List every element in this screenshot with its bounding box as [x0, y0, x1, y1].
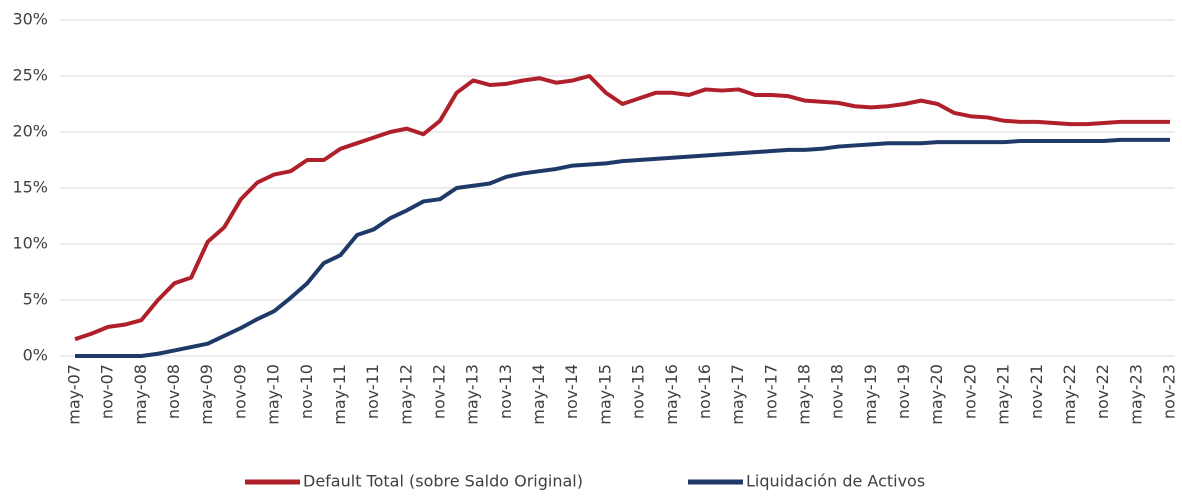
x-tick-label: may-11: [330, 364, 349, 425]
x-tick-label: nov-10: [297, 364, 316, 419]
y-tick-label: 25%: [12, 66, 48, 85]
x-tick-label: nov-09: [230, 364, 249, 419]
x-tick-label: may-16: [662, 364, 681, 425]
x-tick-label: nov-20: [960, 364, 979, 419]
x-tick-label: nov-17: [761, 364, 780, 419]
x-tick-label: may-07: [65, 364, 84, 425]
x-tick-label: may-21: [994, 364, 1013, 425]
legend-label: Default Total (sobre Saldo Original): [303, 472, 583, 491]
y-tick-label: 0%: [23, 346, 48, 365]
x-tick-label: nov-08: [164, 364, 183, 419]
x-tick-label: nov-23: [1160, 364, 1179, 419]
x-tick-label: nov-15: [629, 364, 648, 419]
x-tick-label: may-09: [197, 364, 216, 425]
x-tick-label: nov-11: [363, 364, 382, 419]
data-line: [75, 137, 1170, 358]
x-tick-label: may-19: [861, 364, 880, 425]
x-tick-label: may-13: [463, 364, 482, 425]
x-tick-label: may-23: [1126, 364, 1145, 425]
x-tick-label: may-08: [131, 364, 150, 425]
y-tick-label: 15%: [12, 178, 48, 197]
x-tick-label: may-22: [1060, 364, 1079, 425]
x-tick-label: nov-14: [562, 364, 581, 419]
x-tick-label: may-14: [529, 364, 548, 425]
x-tick-label: nov-18: [828, 364, 847, 419]
x-tick-label: may-18: [795, 364, 814, 425]
x-tick-label: nov-13: [496, 364, 515, 419]
x-tick-label: may-15: [595, 364, 614, 425]
y-tick-label: 30%: [12, 10, 48, 29]
legend-label: Liquidación de Activos: [746, 472, 925, 491]
x-tick-label: nov-22: [1093, 364, 1112, 419]
x-tick-label: may-20: [927, 364, 946, 425]
x-tick-label: nov-19: [894, 364, 913, 419]
y-tick-label: 5%: [23, 290, 48, 309]
x-tick-label: nov-16: [695, 364, 714, 419]
y-tick-label: 20%: [12, 122, 48, 141]
data-line: [74, 74, 1170, 342]
x-tick-label: nov-07: [98, 364, 117, 419]
x-tick-label: nov-12: [430, 364, 449, 419]
y-tick-label: 10%: [12, 234, 48, 253]
x-tick-label: may-10: [264, 364, 283, 425]
x-tick-label: may-12: [396, 364, 415, 425]
x-tick-label: may-17: [728, 364, 747, 425]
x-tick-label: nov-21: [1027, 364, 1046, 419]
